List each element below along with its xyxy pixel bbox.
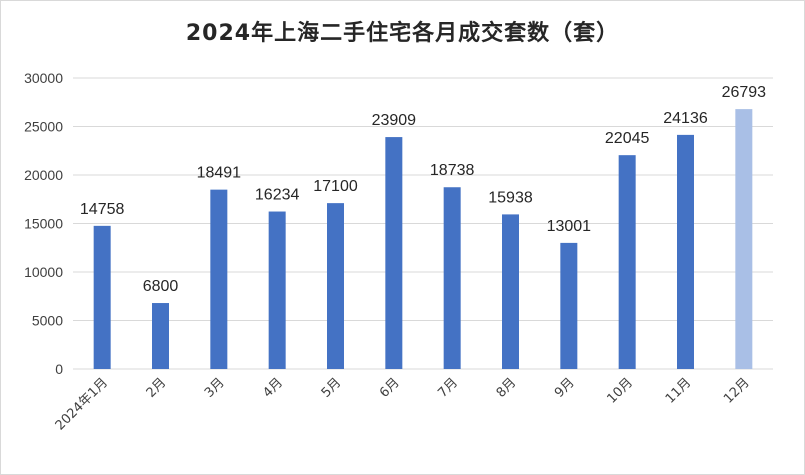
bar [268, 211, 286, 369]
data-label: 17100 [313, 178, 358, 195]
data-label: 16234 [255, 187, 300, 204]
x-tick-label: 2024年1月 [53, 375, 111, 433]
data-label: 13001 [547, 218, 592, 235]
y-tick-label: 0 [55, 361, 63, 377]
bar [735, 109, 753, 369]
chart-title: 2024年上海二手住宅各月成交套数（套） [185, 21, 620, 46]
x-tick-label: 2月 [144, 375, 170, 401]
y-tick-label: 25000 [24, 119, 63, 135]
x-tick-label: 4月 [260, 375, 286, 401]
y-tick-label: 15000 [24, 216, 63, 232]
x-tick-label: 7月 [435, 375, 461, 401]
x-tick-label: 11月 [663, 375, 694, 406]
bar [560, 242, 578, 369]
y-tick-label: 10000 [24, 264, 63, 280]
x-tick-label: 9月 [552, 375, 578, 401]
bar [152, 303, 169, 369]
y-tick-label: 20000 [24, 167, 63, 183]
data-label: 18738 [430, 162, 475, 179]
data-label: 22045 [605, 130, 650, 147]
x-tick-label: 8月 [494, 375, 520, 401]
data-label: 23909 [372, 112, 417, 129]
bar [93, 225, 111, 369]
bar [502, 214, 519, 369]
bar [327, 203, 344, 369]
data-label: 18491 [197, 165, 242, 182]
data-label: 26793 [722, 84, 767, 101]
x-tick-label: 3月 [202, 375, 228, 401]
data-label: 15938 [488, 189, 533, 206]
bar [385, 137, 403, 369]
data-label: 6800 [143, 278, 179, 295]
bar [677, 134, 694, 369]
bar [210, 189, 228, 369]
x-tick-label: 6月 [377, 375, 403, 401]
x-tick-label: 5月 [319, 375, 345, 401]
y-tick-label: 30000 [24, 70, 63, 86]
x-tick-label: 12月 [721, 375, 752, 406]
x-tick-label: 10月 [604, 375, 635, 406]
bar [443, 187, 461, 369]
data-label: 14758 [80, 201, 125, 218]
bar [618, 155, 636, 369]
y-tick-label: 5000 [32, 313, 63, 329]
data-label: 24136 [663, 110, 708, 127]
